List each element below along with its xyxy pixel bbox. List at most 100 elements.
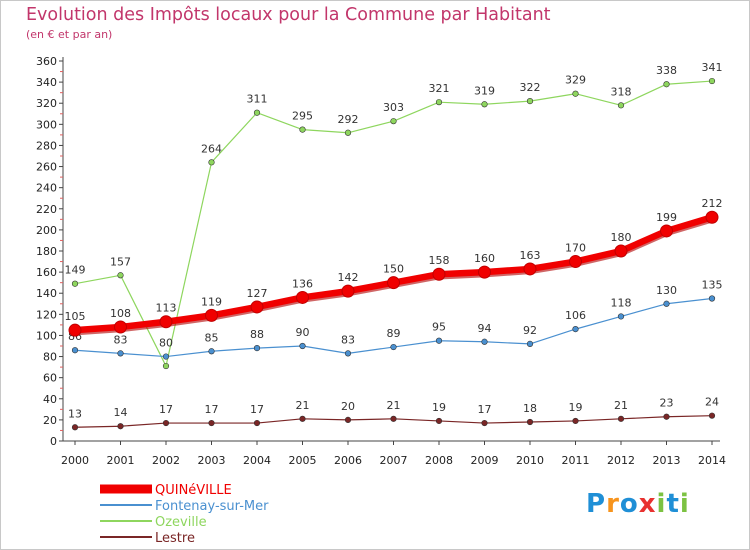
data-label: 160: [474, 252, 495, 265]
data-point: [569, 255, 582, 269]
data-point: [253, 419, 261, 427]
data-point: [114, 320, 127, 334]
data-point: [617, 102, 625, 109]
y-tick-label: 20: [43, 414, 57, 427]
data-point: [708, 295, 716, 302]
data-label: 119: [201, 295, 222, 308]
x-tick-label: 2007: [380, 454, 408, 467]
data-point: [435, 417, 443, 425]
data-label: 85: [205, 331, 219, 344]
y-tick-label: 120: [36, 308, 57, 321]
data-label: 158: [429, 254, 450, 267]
data-label: 23: [660, 397, 674, 410]
data-point: [253, 345, 261, 352]
chart-title: Evolution des Impôts locaux pour la Comm…: [26, 5, 551, 25]
data-label: 17: [250, 403, 264, 416]
data-point: [208, 348, 215, 355]
data-label: 322: [520, 81, 541, 94]
data-label: 95: [432, 321, 446, 334]
data-point: [663, 413, 670, 420]
legend-label: QUINéVILLE: [155, 483, 232, 498]
data-point: [708, 412, 716, 419]
data-label: 92: [523, 324, 537, 337]
data-label: 118: [611, 296, 632, 309]
data-label: 149: [65, 264, 86, 277]
data-label: 180: [611, 231, 632, 244]
data-label: 130: [656, 284, 677, 297]
data-label: 17: [478, 403, 492, 416]
data-label: 19: [569, 401, 583, 414]
data-point: [708, 77, 716, 85]
data-label: 80: [159, 337, 173, 350]
data-point: [432, 267, 446, 281]
data-label: 136: [292, 277, 313, 290]
y-tick-label: 40: [43, 393, 57, 406]
data-point: [526, 98, 534, 105]
data-point: [71, 347, 79, 354]
x-tick-label: 2002: [152, 454, 180, 467]
data-point: [71, 280, 79, 287]
data-label: 19: [432, 401, 446, 414]
data-label: 311: [247, 93, 268, 106]
y-tick-label: 260: [36, 161, 57, 174]
data-point: [523, 262, 537, 276]
data-label: 199: [656, 211, 677, 224]
y-tick-label: 220: [36, 203, 57, 216]
y-tick-label: 300: [36, 118, 57, 131]
data-point: [614, 244, 628, 258]
data-point: [299, 415, 306, 422]
data-label: 24: [705, 396, 719, 409]
data-label: 106: [565, 309, 586, 322]
data-label: 18: [523, 402, 537, 415]
data-point: [617, 313, 625, 320]
data-label: 321: [429, 82, 450, 95]
data-label: 303: [383, 101, 404, 114]
data-point: [162, 353, 170, 360]
data-label: 142: [338, 271, 359, 284]
y-tick-label: 140: [36, 287, 57, 300]
data-point: [526, 340, 534, 347]
data-label: 264: [201, 142, 222, 155]
data-label: 329: [565, 74, 586, 87]
data-point: [205, 308, 218, 322]
x-tick-label: 2013: [653, 454, 681, 467]
y-tick-label: 340: [36, 76, 57, 89]
data-point: [162, 419, 170, 427]
data-label: 90: [296, 326, 310, 339]
x-tick-label: 2010: [516, 454, 544, 467]
data-label: 127: [247, 287, 268, 300]
y-tick-label: 200: [36, 224, 57, 237]
data-label: 341: [702, 61, 723, 74]
data-label: 108: [110, 307, 131, 320]
logo-letter: i: [656, 489, 667, 519]
x-tick-label: 2001: [107, 454, 135, 467]
data-label: 212: [702, 197, 723, 210]
x-tick-label: 2008: [425, 454, 453, 467]
data-point: [481, 101, 488, 108]
data-label: 318: [611, 85, 632, 98]
x-tick-label: 2006: [334, 454, 362, 467]
series-quin-ville: 105 108 113 119 127 136 142 150 158 160 163 170 180 1…: [65, 197, 723, 337]
data-label: 14: [114, 406, 128, 419]
x-tick-label: 2000: [61, 454, 89, 467]
x-tick-label: 2004: [243, 454, 271, 467]
x-tick-label: 2003: [198, 454, 226, 467]
data-point: [663, 81, 670, 88]
data-label: 83: [114, 333, 128, 346]
y-tick-label: 160: [36, 266, 57, 279]
y-tick-label: 60: [43, 372, 57, 385]
data-point: [481, 338, 488, 345]
data-label: 89: [387, 327, 401, 340]
data-label: 319: [474, 84, 495, 97]
data-point: [572, 90, 579, 97]
data-point: [250, 300, 264, 314]
data-point: [162, 362, 170, 370]
y-tick-label: 0: [50, 435, 57, 448]
data-label: 21: [387, 399, 401, 412]
data-point: [344, 350, 352, 357]
data-point: [341, 284, 355, 298]
data-label: 21: [614, 399, 628, 412]
y-tick-label: 180: [36, 245, 57, 258]
series-ozeville: 149 157 264 311 295 292 303 321 319 322 329 318 338 3…: [65, 61, 723, 370]
